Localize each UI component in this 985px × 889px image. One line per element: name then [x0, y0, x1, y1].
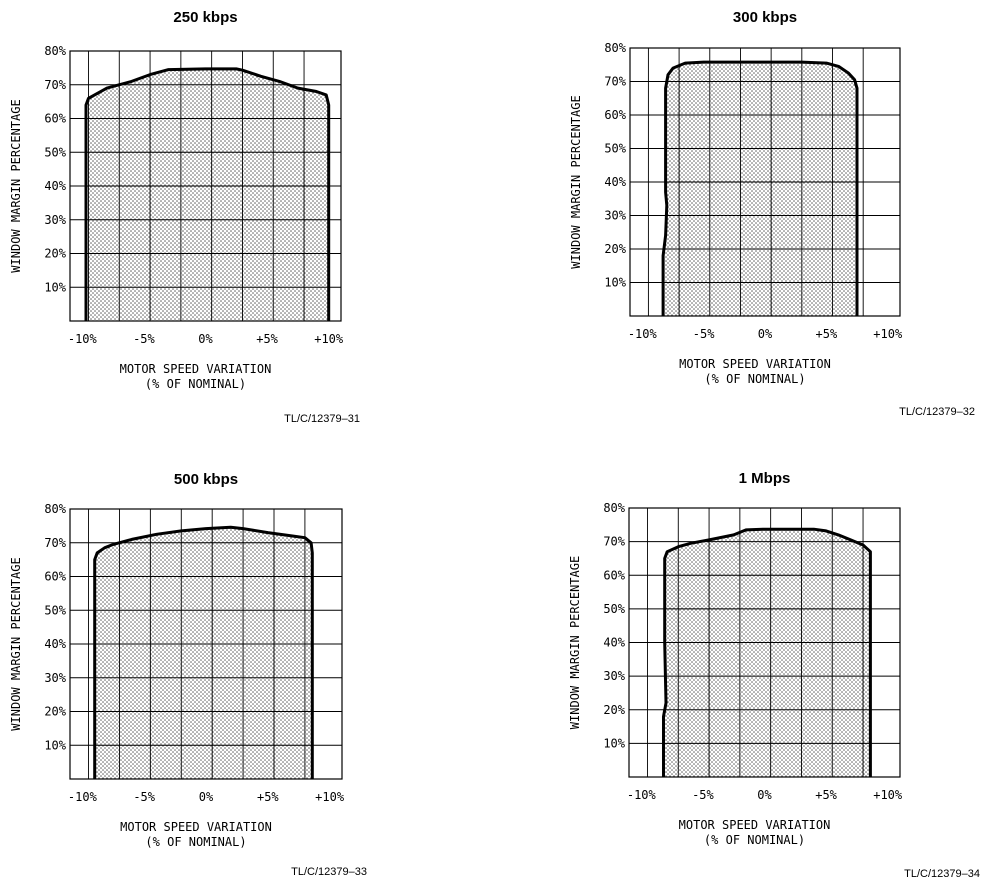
y-tick-label: 40%	[44, 179, 66, 193]
y-tick-label: 60%	[44, 570, 66, 584]
chart-title: 500 kbps	[174, 471, 238, 488]
y-tick-label: 70%	[603, 535, 625, 549]
y-tick-label: 80%	[44, 502, 66, 516]
x-tick-label: -10%	[68, 332, 98, 346]
x-axis-label: MOTOR SPEED VARIATION	[679, 357, 831, 371]
x-tick-label: +10%	[873, 788, 903, 802]
x-tick-label: -5%	[692, 788, 714, 802]
x-tick-label: -5%	[133, 790, 155, 804]
figure-code: TL/C/12379–34	[904, 868, 980, 880]
chart-title: 300 kbps	[733, 9, 797, 26]
x-tick-label: +5%	[815, 788, 837, 802]
plot-frame	[628, 507, 901, 778]
y-tick-label: 20%	[603, 703, 625, 717]
y-tick-label: 20%	[44, 705, 66, 719]
window-margin-curve	[84, 67, 331, 321]
y-tick-label: 20%	[604, 242, 626, 256]
y-tick-label: 80%	[603, 501, 625, 515]
x-tick-label: -5%	[133, 332, 155, 346]
x-tick-label: +5%	[256, 332, 278, 346]
x-tick-label: +10%	[315, 790, 345, 804]
x-tick-label: +5%	[257, 790, 279, 804]
x-axis-label: (% OF NOMINAL)	[145, 377, 246, 391]
window-margin-curve	[93, 525, 314, 779]
x-tick-label: +10%	[314, 332, 344, 346]
x-axis-label: MOTOR SPEED VARIATION	[679, 818, 831, 832]
x-axis-label: MOTOR SPEED VARIATION	[120, 362, 272, 376]
window-margin-area	[86, 68, 329, 322]
plot-frame	[69, 50, 342, 322]
chart-panel-250kbps: 250 kbps 10% 20% 30% 40% 50% 60% 70% 80% -10% -5% 0…	[0, 0, 480, 430]
y-tick-label: 10%	[44, 738, 66, 752]
y-tick-label: 70%	[44, 78, 66, 92]
y-tick-label: 50%	[604, 142, 626, 156]
chart-svg: 250 kbps 10% 20% 30% 40% 50% 60% 70% 80% -10% -5% 0…	[9, 9, 360, 425]
y-tick-label: 30%	[604, 209, 626, 223]
chart-panel-300kbps: 300 kbps 10% 20% 30% 40% 50% 60% 70% 80% -10% -5% 0…	[505, 0, 985, 430]
chart-title: 1 Mbps	[739, 470, 791, 487]
y-tick-label: 60%	[44, 112, 66, 126]
y-tick-label: 30%	[603, 669, 625, 683]
y-tick-label: 40%	[604, 175, 626, 189]
chart-title: 250 kbps	[173, 9, 237, 26]
y-tick-label: 40%	[44, 637, 66, 651]
window-margin-area	[663, 62, 857, 316]
y-tick-label: 60%	[604, 108, 626, 122]
x-tick-label: 0%	[758, 327, 773, 341]
window-margin-curve	[661, 60, 859, 316]
y-axis-label: WINDOW MARGIN PERCENTAGE	[568, 556, 582, 729]
y-tick-label: 50%	[603, 602, 625, 616]
y-tick-label: 30%	[44, 671, 66, 685]
y-tick-label: 70%	[604, 75, 626, 89]
figure-code: TL/C/12379–33	[291, 866, 367, 878]
plot-frame	[629, 47, 901, 317]
x-tick-label: +10%	[873, 327, 903, 341]
y-axis-label: WINDOW MARGIN PERCENTAGE	[569, 95, 583, 268]
x-axis-label: (% OF NOMINAL)	[704, 833, 805, 847]
y-tick-label: 60%	[603, 568, 625, 582]
x-tick-label: 0%	[199, 790, 214, 804]
x-axis-label: (% OF NOMINAL)	[145, 835, 246, 849]
y-tick-label: 40%	[603, 636, 625, 650]
chart-panel-500kbps: 500 kbps 10% 20% 30% 40% 50% 60% 70% 80% -10% -5% 0…	[0, 459, 480, 889]
chart-svg: 500 kbps 10% 20% 30% 40% 50% 60% 70% 80% -10% -5% 0…	[9, 471, 367, 878]
x-tick-label: -10%	[627, 788, 657, 802]
figure-code: TL/C/12379–32	[899, 406, 975, 418]
figure-code: TL/C/12379–31	[284, 413, 360, 425]
window-margin-curve	[662, 527, 872, 777]
x-axis-label: MOTOR SPEED VARIATION	[120, 820, 272, 834]
x-tick-label: +5%	[816, 327, 838, 341]
y-tick-label: 50%	[44, 603, 66, 617]
plot-frame	[69, 508, 343, 780]
chart-svg: 300 kbps 10% 20% 30% 40% 50% 60% 70% 80% -10% -5% 0…	[569, 9, 975, 418]
x-tick-label: -10%	[68, 790, 98, 804]
y-tick-label: 50%	[44, 145, 66, 159]
window-margin-area	[663, 529, 871, 777]
y-tick-label: 10%	[603, 736, 625, 750]
y-tick-label: 20%	[44, 247, 66, 261]
y-tick-label: 80%	[44, 44, 66, 58]
y-tick-label: 10%	[604, 276, 626, 290]
x-tick-label: -10%	[628, 327, 658, 341]
y-tick-label: 80%	[604, 41, 626, 55]
y-tick-label: 70%	[44, 536, 66, 550]
y-axis-label: WINDOW MARGIN PERCENTAGE	[9, 99, 23, 272]
x-tick-label: 0%	[198, 332, 213, 346]
y-tick-label: 10%	[44, 280, 66, 294]
x-tick-label: 0%	[757, 788, 772, 802]
chart-svg: 1 Mbps 10% 20% 30% 40% 50% 60% 70% 80% -10% -5% 0% +…	[568, 470, 980, 880]
y-axis-label: WINDOW MARGIN PERCENTAGE	[9, 557, 23, 730]
y-tick-label: 30%	[44, 213, 66, 227]
x-tick-label: -5%	[693, 327, 715, 341]
chart-panel-1mbps: 1 Mbps 10% 20% 30% 40% 50% 60% 70% 80% -10% -5% 0% +…	[505, 459, 985, 889]
x-axis-label: (% OF NOMINAL)	[704, 372, 805, 386]
window-margin-area	[94, 527, 313, 779]
